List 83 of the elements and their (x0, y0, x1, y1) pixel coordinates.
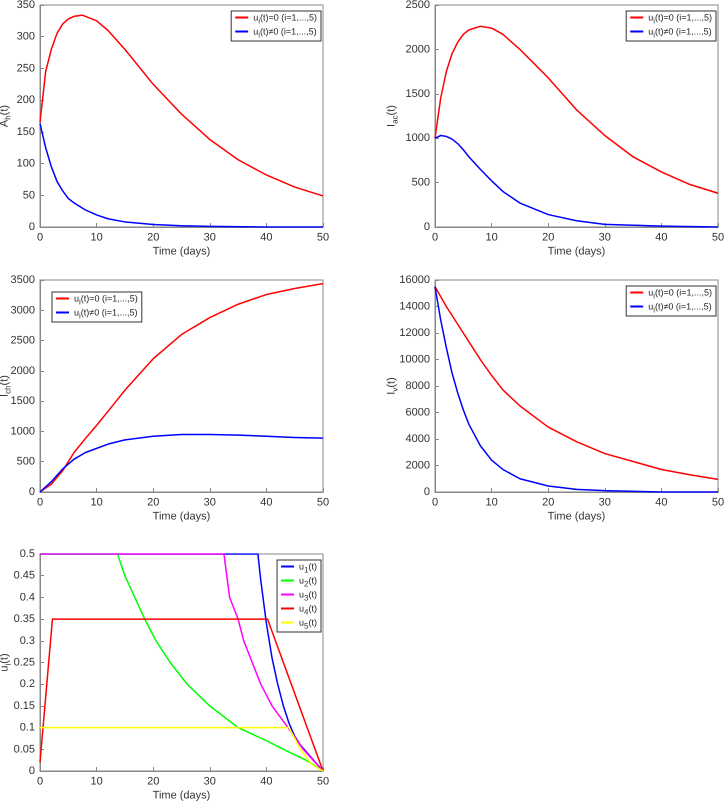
x-axis-title: Time (days) (152, 790, 210, 802)
x-axis-title: Time (days) (152, 246, 210, 258)
x-tick-label: 10 (485, 232, 498, 244)
y-tick-label: 16000 (399, 274, 430, 286)
x-tick-label: 30 (204, 232, 216, 244)
x-tick-label: 0 (36, 232, 44, 244)
y-axis-title: Iac(t) (386, 105, 400, 127)
x-tick-label: 0 (36, 776, 44, 788)
y-tick-label: 0.4 (20, 591, 35, 604)
x-tick-label: 0 (36, 496, 44, 508)
y-tick-label: 2000 (406, 460, 430, 472)
x-tick-label: 40 (655, 232, 668, 244)
y-tick-label: 14000 (399, 300, 430, 312)
line-series (434, 26, 719, 194)
x-tick-label: 50 (316, 776, 330, 788)
x-tick-label: 20 (542, 232, 554, 244)
y-tick-label: 0.1 (20, 722, 35, 734)
y-tick-label: 4000 (406, 433, 430, 445)
x-tick-label: 0 (432, 496, 438, 508)
y-tick-label: 1500 (10, 395, 35, 408)
y-tick-label: 300 (16, 30, 35, 43)
y-tick-label: 2000 (406, 43, 430, 56)
x-tick-label: 30 (204, 496, 216, 508)
y-tick-label: 10000 (399, 354, 430, 366)
y-tick-label: 350 (16, 0, 35, 11)
x-tick-label: 50 (316, 496, 330, 508)
y-tick-label: 0.5 (20, 548, 35, 560)
line-series (39, 14, 324, 197)
x-tick-label: 50 (712, 232, 724, 244)
y-tick-label: 0.15 (14, 700, 35, 712)
x-tick-label: 20 (147, 232, 160, 244)
x-tick-label: 30 (204, 776, 216, 788)
y-tick-label: 6000 (406, 406, 430, 418)
y-tick-label: 12000 (399, 327, 430, 339)
y-tick-label: 0.3 (20, 634, 35, 647)
y-tick-label: 50 (22, 189, 35, 202)
y-tick-label: 0 (28, 221, 35, 233)
y-axis-title: Iv(t) (386, 377, 400, 395)
y-tick-label: 1500 (406, 88, 430, 100)
x-tick-label: 40 (655, 496, 668, 508)
y-tick-label: 150 (16, 126, 35, 138)
y-tick-label: 0 (424, 221, 430, 233)
x-tick-label: 30 (598, 496, 611, 508)
x-tick-label: 50 (712, 496, 724, 508)
x-axis-title: Time (days) (152, 510, 210, 522)
y-tick-label: 2500 (10, 334, 35, 347)
y-tick-label: 0.25 (14, 656, 35, 668)
y-tick-label: 100 (16, 158, 35, 170)
y-tick-label: 8000 (406, 380, 430, 392)
y-tick-label: 0 (424, 486, 430, 498)
y-tick-label: 0.05 (14, 743, 35, 756)
x-tick-label: 20 (147, 776, 160, 788)
y-tick-label: 0.2 (20, 678, 35, 690)
x-tick-label: 0 (432, 232, 438, 244)
x-tick-label: 10 (90, 496, 103, 508)
x-axis-title: Time (days) (548, 510, 606, 522)
y-tick-label: 3000 (10, 304, 35, 316)
y-tick-label: 2500 (406, 0, 430, 11)
x-tick-label: 30 (598, 232, 611, 244)
y-tick-label: 500 (412, 176, 430, 189)
y-tick-label: 0 (28, 486, 35, 498)
line-series (39, 553, 324, 772)
y-tick-label: 0.45 (14, 570, 35, 582)
x-axis-title: Time (days) (548, 246, 606, 258)
x-tick-label: 40 (260, 776, 273, 788)
y-tick-label: 200 (16, 94, 35, 106)
y-tick-label: 1000 (406, 132, 430, 144)
x-tick-label: 40 (260, 496, 273, 508)
x-tick-label: 10 (90, 232, 103, 244)
x-tick-label: 40 (260, 232, 273, 244)
y-tick-label: 0.35 (14, 613, 35, 626)
y-tick-label: 0 (28, 765, 35, 777)
x-tick-label: 50 (316, 232, 330, 244)
y-tick-label: 1000 (10, 425, 35, 438)
x-tick-label: 20 (147, 496, 160, 508)
y-tick-label: 2000 (10, 364, 35, 377)
x-tick-label: 10 (485, 496, 498, 508)
x-tick-label: 20 (542, 496, 554, 508)
y-tick-label: 500 (16, 456, 35, 468)
line-series (39, 282, 324, 493)
y-tick-label: 250 (16, 62, 35, 74)
x-tick-label: 10 (90, 776, 103, 788)
y-tick-label: 3500 (10, 274, 35, 286)
